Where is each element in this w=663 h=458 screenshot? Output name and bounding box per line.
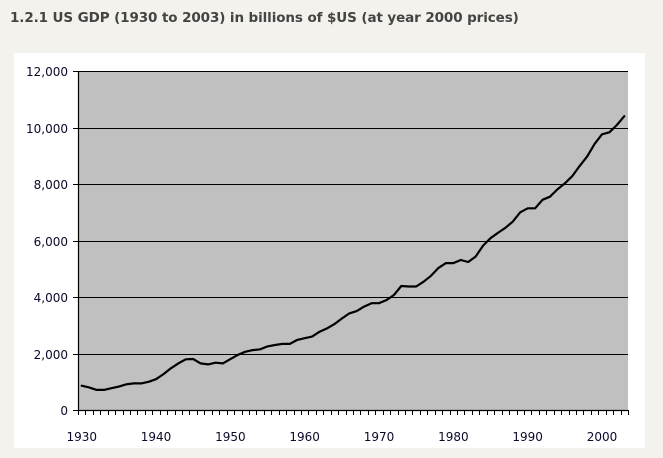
x-tick-label: 1930 [66,430,97,444]
y-tick-label: 10,000 [26,122,68,136]
x-tick-label: 1980 [438,430,469,444]
y-tick-label: 12,000 [26,65,68,79]
x-tick-label: 1990 [512,430,543,444]
chart-title: 1.2.1 US GDP (1930 to 2003) in billions … [10,10,519,26]
gridlines [78,71,628,355]
y-tick-label: 2,000 [34,348,68,362]
x-tick-label: 1940 [141,430,172,444]
x-tick-label: 1960 [289,430,320,444]
gdp-series-line [80,115,626,391]
y-tick-label: 0 [60,404,68,418]
y-tick-label: 4,000 [34,291,68,305]
x-tick-label: 2000 [587,430,618,444]
x-axis: 1930 1940 1950 1960 1970 1980 1990 2000 [66,409,629,444]
plot-area [78,71,628,410]
y-tick-label: 6,000 [34,235,68,249]
y-tick-label: 8,000 [34,178,68,192]
series-layer [80,115,626,391]
x-tick-label: 1970 [364,430,395,444]
y-axis: 0 2,000 4,000 6,000 8,000 10,000 12,000 [26,65,80,418]
x-tick-label: 1950 [215,430,246,444]
